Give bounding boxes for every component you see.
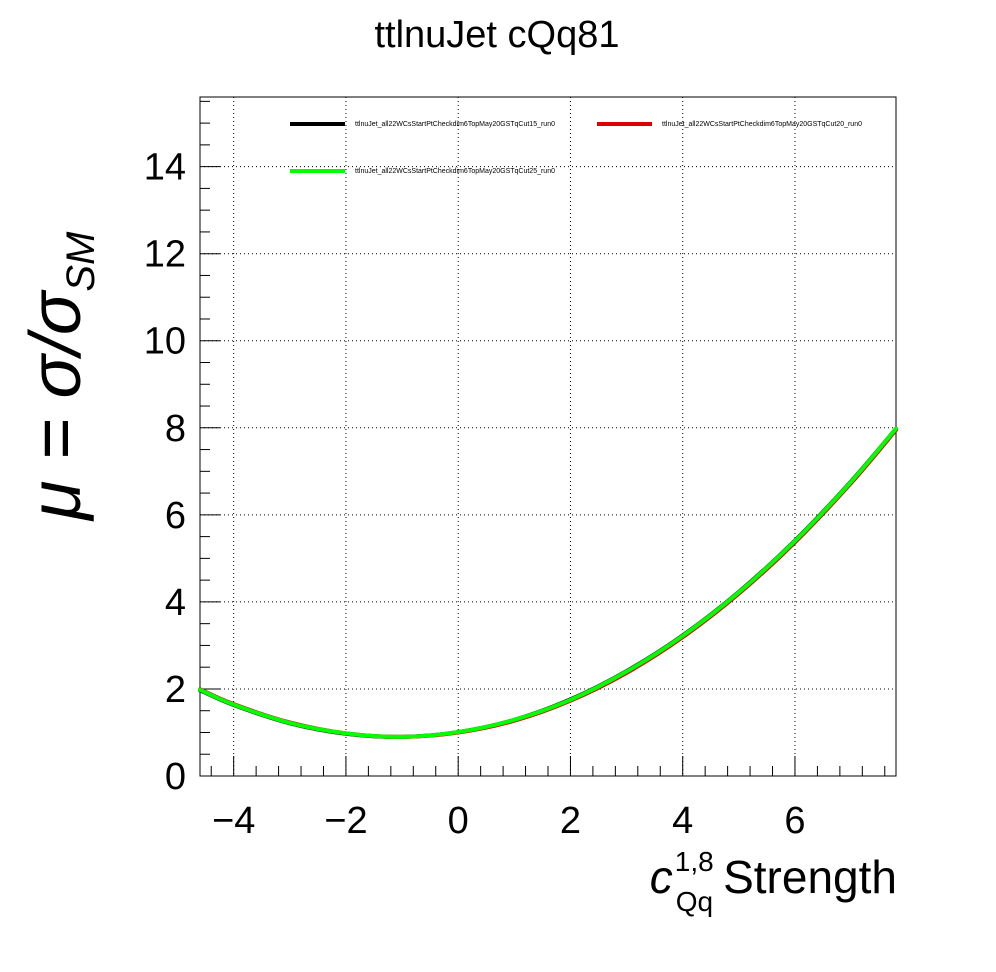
y-tick-label: 12 [144, 234, 186, 276]
plot-frame [199, 96, 897, 777]
x-tick-label: 4 [672, 800, 693, 842]
grid [200, 97, 896, 777]
y-tick-label: 10 [144, 321, 186, 363]
x-tick-label: −2 [324, 800, 367, 842]
x-axis-title: c1,8 Qq Strength [650, 846, 897, 917]
legend: ttlnuJet_all22WCsStartPtCheckdim6TopMay2… [290, 121, 862, 175]
x-axis-title-subscript: Qq [676, 886, 713, 917]
y-tick-label: 4 [165, 582, 186, 624]
x-axis-title-text: Strength [723, 851, 897, 903]
y-tick-label: 8 [165, 408, 186, 450]
legend-label-1: ttlnuJet_all22WCsStartPtCheckdim6TopMay2… [355, 121, 555, 128]
series-line-2 [198, 427, 898, 739]
x-tick-label: 6 [784, 800, 805, 842]
y-tick-label: 2 [165, 669, 186, 711]
y-tick-label: 6 [165, 495, 186, 537]
x-axis-title-symbol: c [650, 851, 673, 903]
x-axis-title-superscript: 1,8 [675, 846, 714, 877]
legend-label-3: ttlnuJet_all22WCsStartPtCheckdim6TopMay2… [355, 168, 555, 175]
y-axis-title-subscript: SM [59, 231, 103, 292]
axes: −4 −2 0 2 4 6 0 2 4 6 8 10 12 14 [144, 96, 897, 842]
x-tick-label: −4 [212, 800, 255, 842]
svg-text:μ = σ/σSM: μ = σ/σSM [16, 231, 103, 522]
x-tick-label: 2 [560, 800, 581, 842]
series-line-1 [198, 426, 898, 739]
legend-label-2: ttlnuJet_all22WCsStartPtCheckdim6TopMay2… [662, 121, 862, 128]
x-tick-label: 0 [448, 800, 469, 842]
chart-title: ttlnuJet cQq81 [374, 14, 619, 56]
series-line-3 [198, 426, 898, 739]
series-layer [198, 426, 898, 739]
y-tick-label: 14 [144, 147, 186, 189]
y-axis-title: μ = σ/σSM [16, 231, 103, 522]
y-tick-label: 0 [165, 756, 186, 798]
y-axis-title-main: μ = σ/σ [16, 289, 96, 522]
